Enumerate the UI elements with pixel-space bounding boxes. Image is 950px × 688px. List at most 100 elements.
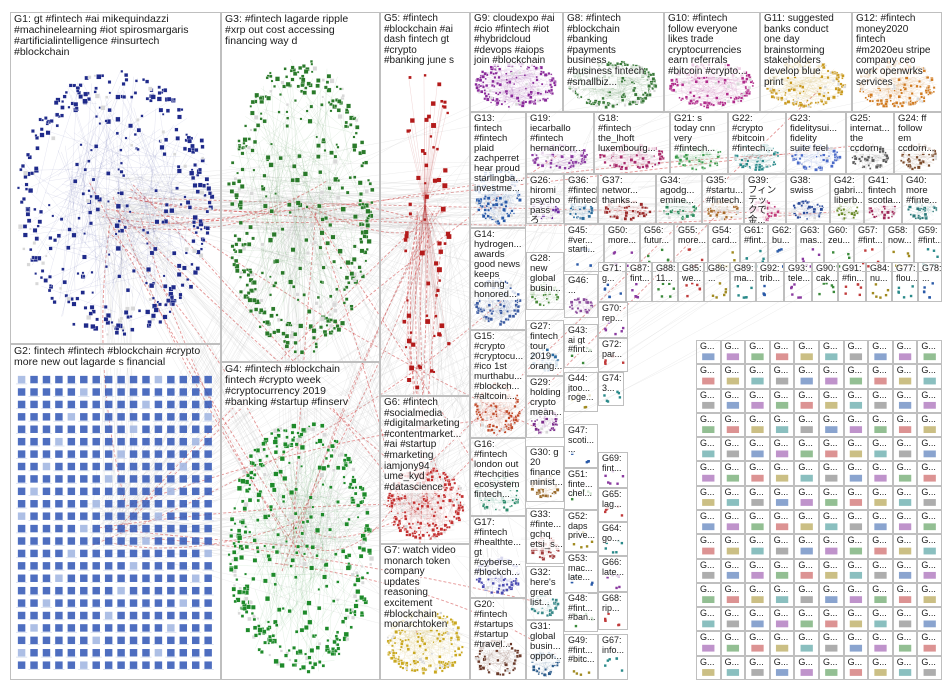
g7-label: G7: watch video monarch token company up… — [384, 545, 456, 631]
node-edge — [73, 132, 212, 231]
node — [180, 108, 184, 112]
small-group-24-panel: G78: ... — [918, 262, 942, 302]
g30-label: G30: g 20 finance minist... — [530, 447, 563, 489]
node — [148, 86, 153, 91]
inter-group-edge — [96, 202, 311, 224]
tiny-group-9-3-label: G... — [773, 559, 789, 570]
node — [205, 231, 210, 235]
node-edge — [61, 172, 159, 246]
node-edge — [158, 106, 173, 197]
node-edge — [81, 130, 95, 184]
tiny-group-2-8-label: G... — [896, 389, 912, 400]
node — [198, 253, 204, 258]
node — [151, 313, 156, 319]
g28-panel: G28: new global busin... — [526, 252, 564, 310]
node — [28, 188, 34, 194]
tiny-group-7-6-panel: G... — [843, 510, 869, 535]
inter-group-edge — [144, 200, 411, 229]
node-edge — [65, 133, 145, 188]
tiny-group-2-9-label: G... — [921, 389, 936, 400]
tiny-group-3-9-panel: G... — [917, 412, 942, 438]
tiny-group-0-7-panel: G... — [868, 340, 893, 365]
node — [145, 96, 150, 101]
tiny-group-10-1-panel: G... — [720, 582, 746, 608]
g21-panel: G21: s today cnn very #fintech... — [670, 112, 728, 174]
inter-group-edge — [115, 195, 425, 217]
tiny-group-5-4-panel: G... — [794, 461, 819, 486]
node-edge — [36, 165, 193, 171]
g1-cluster — [17, 69, 215, 340]
tiny-group-7-3-panel: G... — [769, 510, 795, 535]
node — [55, 124, 59, 128]
g2-label: G2: fintech #fintech #blockchain #crypto… — [14, 345, 201, 369]
g34-label: G34: agodg... emine... — [660, 175, 695, 207]
node-edge — [99, 92, 146, 304]
tiny-group-8-2-panel: G... — [745, 534, 770, 559]
node — [154, 219, 160, 225]
g13-panel: G13: fintech #fintech plaid zachperret h… — [470, 112, 526, 228]
g13-label: G13: fintech #fintech plaid zachperret h… — [474, 113, 524, 195]
tiny-group-5-9-label: G... — [921, 462, 936, 473]
g35-panel: G35: #startu... #fintech... — [702, 174, 744, 224]
tiny-group-11-6-label: G... — [847, 608, 863, 619]
tiny-group-8-8-label: G... — [896, 535, 912, 546]
tiny-group-8-8-panel: G... — [892, 534, 918, 559]
node — [24, 187, 29, 191]
node-edge — [57, 150, 78, 198]
tiny-group-1-0-label: G... — [700, 365, 715, 376]
inter-group-edge — [103, 189, 325, 538]
node — [156, 96, 162, 102]
tiny-group-1-6-label: G... — [847, 365, 863, 376]
node-edge — [68, 222, 88, 249]
node — [91, 291, 94, 294]
node — [207, 200, 212, 205]
tiny-group-7-5-panel: G... — [819, 510, 844, 535]
g21-label: G21: s today cnn very #fintech... — [674, 113, 716, 155]
node — [73, 179, 78, 184]
node — [176, 272, 182, 277]
node — [45, 120, 49, 124]
tiny-group-11-0-panel: G... — [696, 607, 721, 632]
small-group-28-panel: G44: jtoo... roge... — [564, 372, 598, 412]
small-group-2-label: G56: futur... — [644, 225, 670, 245]
node-edge — [94, 133, 164, 200]
node-edge — [45, 244, 115, 266]
node — [180, 283, 185, 288]
node — [90, 270, 94, 274]
tiny-group-4-1-label: G... — [724, 438, 740, 449]
node — [117, 168, 120, 171]
inter-group-edge — [285, 206, 930, 555]
tiny-group-0-1-label: G... — [724, 341, 740, 351]
node-edge — [64, 145, 80, 244]
g16-label: G16: #fintech london out #techcities eco… — [474, 439, 520, 501]
tiny-group-11-1-label: G... — [724, 608, 740, 619]
node — [192, 214, 198, 221]
small-group-0-label: G45: #ver... starti... — [568, 225, 596, 255]
g17-panel: G17: #fintech #healthte... gt #cyberse..… — [470, 516, 526, 598]
small-group-35-panel: G64: go... — [598, 522, 628, 556]
tiny-group-12-9-panel: G... — [917, 631, 942, 656]
tiny-group-13-7-panel: G... — [868, 655, 893, 680]
node — [100, 105, 106, 111]
small-group-11-label: G59: #fint... — [918, 225, 942, 245]
node — [117, 219, 121, 223]
node — [93, 74, 97, 77]
tiny-group-13-8-panel: G... — [892, 655, 918, 680]
node-edge — [151, 195, 156, 221]
inter-group-edge — [312, 193, 401, 247]
inter-group-edge — [453, 196, 531, 228]
tiny-group-4-5-label: G... — [823, 438, 838, 449]
node — [191, 239, 196, 244]
tiny-group-12-2-label: G... — [749, 632, 764, 643]
node — [185, 133, 188, 137]
g31-label: G31: global busin... oppor... — [530, 621, 562, 663]
tiny-group-7-4-panel: G... — [794, 510, 819, 535]
tiny-group-10-8-label: G... — [896, 583, 912, 594]
node-edge — [92, 169, 208, 204]
tiny-group-6-8-panel: G... — [892, 485, 918, 510]
node-edge — [65, 244, 182, 292]
tiny-group-6-1-panel: G... — [720, 485, 746, 510]
node — [32, 228, 38, 233]
tiny-group-1-5-label: G... — [823, 365, 838, 376]
tiny-group-4-0-panel: G... — [696, 437, 721, 462]
